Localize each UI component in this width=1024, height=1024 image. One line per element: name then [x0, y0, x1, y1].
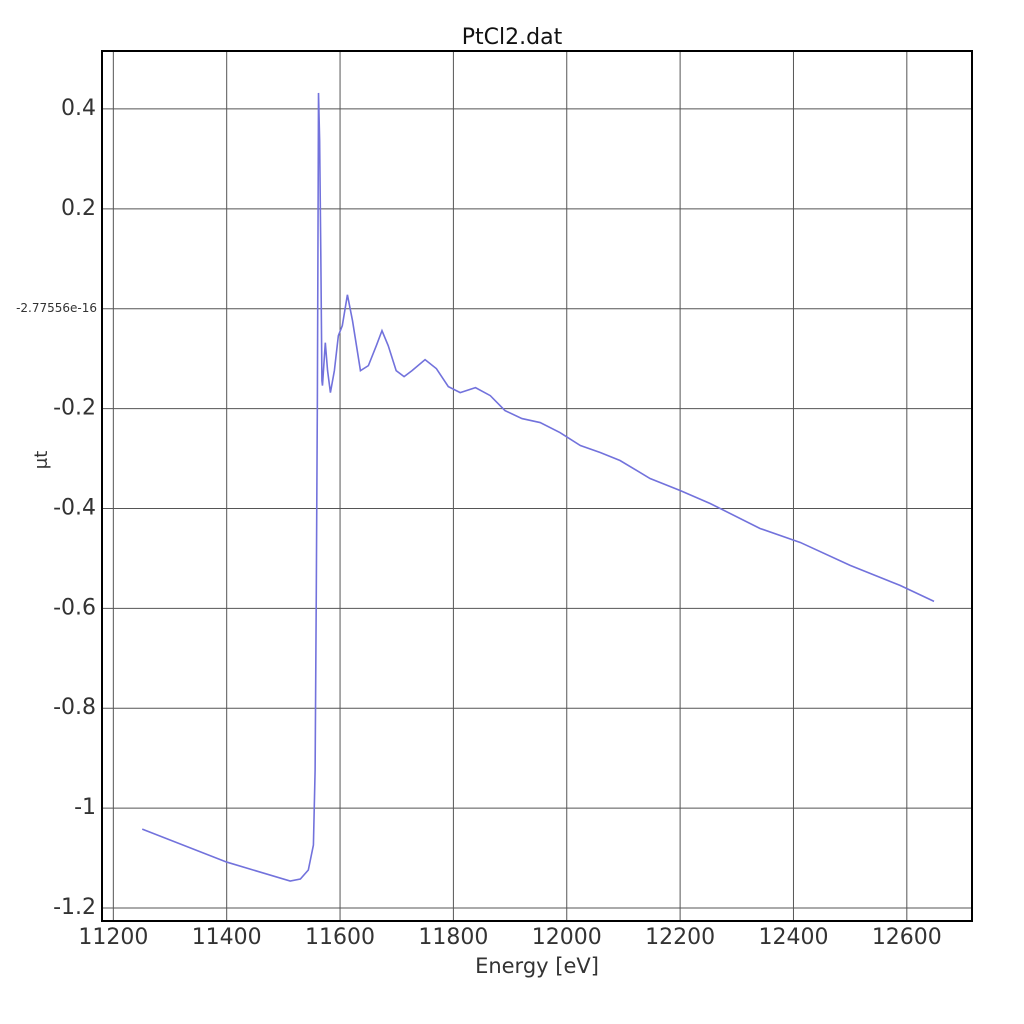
data-line: [141, 92, 935, 882]
y-tick-label: -0.2: [53, 396, 96, 421]
y-tick-label: -0.4: [53, 495, 96, 520]
y-tick-label: -0.6: [53, 595, 96, 620]
y-tick-label: 0.2: [61, 196, 96, 221]
y-tick-label: -2.77556e-16: [16, 301, 97, 315]
x-tick-label: 12000: [532, 925, 602, 950]
y-tick-label: -0.8: [53, 695, 96, 720]
y-tick-label: -1: [74, 795, 96, 820]
plot-frame: [101, 50, 973, 922]
x-tick-label: 12400: [758, 925, 828, 950]
x-tick-label: 11400: [192, 925, 262, 950]
x-tick-label: 11600: [305, 925, 375, 950]
y-tick-label: -1.2: [53, 895, 96, 920]
x-tick-label: 12200: [645, 925, 715, 950]
chart-title: PtCl2.dat: [462, 25, 563, 50]
x-tick-label: 11200: [78, 925, 148, 950]
y-tick-label: 0.4: [61, 96, 96, 121]
x-tick-label: 11800: [418, 925, 488, 950]
y-axis-label: μt: [31, 451, 52, 470]
x-tick-label: 12600: [872, 925, 942, 950]
x-axis-label: Energy [eV]: [475, 954, 599, 978]
